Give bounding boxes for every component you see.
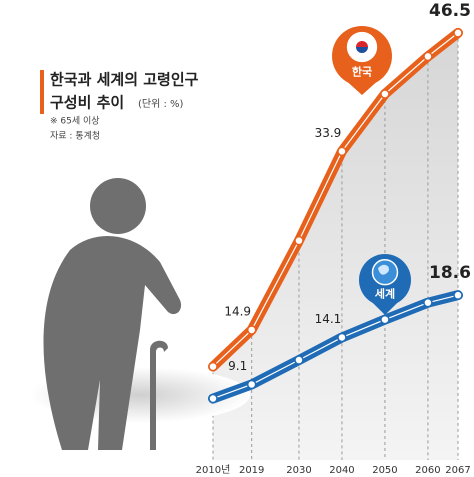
data-point (453, 290, 463, 300)
data-point (423, 297, 433, 308)
globe-land (378, 264, 389, 275)
flag-yang (356, 41, 368, 47)
x-tick-label: 2040 (329, 465, 354, 476)
data-label: 46.5 (429, 1, 471, 21)
flag-eum (356, 47, 368, 53)
data-point (208, 393, 218, 404)
unit: (단위 : %) (138, 97, 184, 110)
data-label: 33.9 (315, 126, 342, 140)
chart-title: 구성비 추이 (50, 94, 124, 112)
data-label: 18.6 (429, 263, 471, 283)
data-label: 9.1 (228, 359, 247, 373)
data-point (294, 235, 304, 246)
data-point (337, 146, 347, 157)
area-layer (213, 32, 458, 461)
grid-layer: 2010년 2019 2030 2040 2050 2060 2067 (196, 38, 471, 476)
x-tick-label: 2010년 (196, 464, 231, 476)
data-label: 14.1 (315, 312, 342, 326)
legend-label: 한국 (352, 65, 372, 79)
data-point (337, 332, 347, 343)
legend-label: 세계 (375, 286, 395, 300)
body (43, 236, 182, 450)
data-point (294, 355, 304, 365)
note: ※ 65세 이상 (50, 116, 100, 127)
head (90, 178, 146, 234)
x-tick-label: 2067 (445, 465, 470, 476)
data-label: 14.9 (224, 304, 251, 318)
x-tick-label: 2030 (286, 465, 311, 476)
elderly-silhouette (30, 178, 250, 450)
x-tick-label: 2050 (372, 465, 397, 476)
legend-item: 세계 (359, 254, 411, 315)
cane (150, 340, 168, 450)
data-point (246, 325, 257, 335)
data-point (246, 379, 257, 390)
title-accent (40, 70, 44, 114)
data-point (208, 361, 218, 372)
data-point (423, 51, 433, 62)
chart-title: 한국과 세계의 고령인구 (50, 71, 199, 89)
x-tick-label: 2060 (415, 465, 440, 476)
legend-item: 한국 (332, 26, 392, 95)
x-tick-label: 2019 (239, 465, 264, 476)
area-fill (213, 32, 458, 461)
data-point (453, 28, 463, 38)
source: 자료 : 통계청 (50, 130, 100, 142)
data-point (380, 314, 390, 325)
legend-pin (372, 302, 398, 315)
data-point (380, 89, 390, 99)
